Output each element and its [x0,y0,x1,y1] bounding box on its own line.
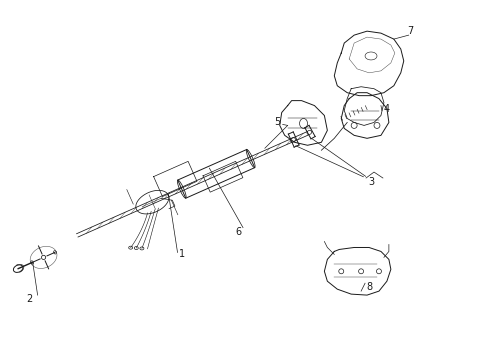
Text: 5: 5 [274,117,281,127]
Text: 8: 8 [366,282,372,292]
Text: 2: 2 [26,294,33,304]
Text: 4: 4 [384,104,390,113]
Text: 6: 6 [235,226,241,237]
Text: 1: 1 [179,249,186,260]
Text: 3: 3 [368,177,374,187]
Text: 7: 7 [408,26,414,36]
